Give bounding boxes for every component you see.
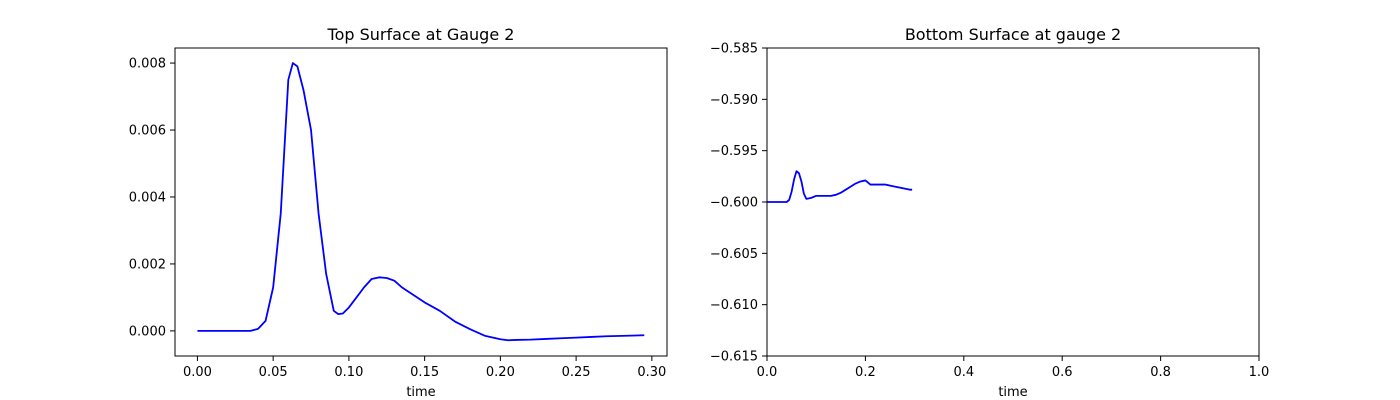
- bottom-surface-panel: Bottom Surface at gauge 2 0.0 0.2 0.4 0.6 0.…: [710, 25, 1269, 400]
- x-axis-label: time: [998, 385, 1027, 400]
- x-tick-label: 0.6: [1052, 365, 1073, 380]
- top-surface-panel: Top Surface at Gauge 2 0.00 0.05 0.10 0.15 0…: [129, 25, 668, 400]
- y-tick-label: 0.002: [129, 257, 166, 272]
- y-tick-label: −0.610: [710, 298, 758, 313]
- series-line: [767, 170, 913, 203]
- chart-title: Top Surface at Gauge 2: [327, 25, 515, 44]
- x-tick-label: 0.10: [334, 365, 363, 380]
- x-tick-label: 0.15: [410, 365, 439, 380]
- plot-area: 0.0 0.2 0.4 0.6 0.8 1.0 −0.615 −0.610 −0.605 −0.6…: [710, 42, 1269, 381]
- x-tick-label: 0.30: [637, 365, 666, 380]
- x-tick-label: 0.20: [486, 365, 515, 380]
- x-tick-label: 0.05: [259, 365, 288, 380]
- y-tick-label: 0.004: [129, 190, 166, 205]
- y-tick-label: 0.008: [129, 57, 166, 72]
- x-axis-label: time: [406, 385, 435, 400]
- y-tick-label: 0.000: [129, 324, 166, 339]
- x-tick-label: 0.00: [183, 365, 212, 380]
- x-tick-label: 0.25: [562, 365, 591, 380]
- x-tick-label: 1.0: [1249, 365, 1270, 380]
- y-tick-label: −0.605: [710, 247, 758, 262]
- y-tick-label: −0.590: [710, 93, 758, 108]
- y-tick-label: −0.615: [710, 350, 758, 365]
- chart-title: Bottom Surface at gauge 2: [905, 25, 1121, 44]
- axes-frame: [174, 47, 668, 357]
- plot-area: 0.00 0.05 0.10 0.15 0.20 0.25 0.30 0.000 0.002 0.…: [129, 47, 668, 380]
- x-tick-label: 0.8: [1150, 365, 1171, 380]
- x-tick-label: 0.4: [953, 365, 974, 380]
- series-line: [197, 62, 645, 342]
- y-tick-label: −0.600: [710, 196, 758, 211]
- x-tick-label: 0.2: [855, 365, 876, 380]
- y-tick-label: −0.595: [710, 144, 758, 159]
- x-tick-label: 0.0: [757, 365, 778, 380]
- y-tick-label: −0.585: [710, 42, 758, 57]
- y-tick-label: 0.006: [129, 124, 166, 139]
- axes-frame: [766, 47, 1260, 357]
